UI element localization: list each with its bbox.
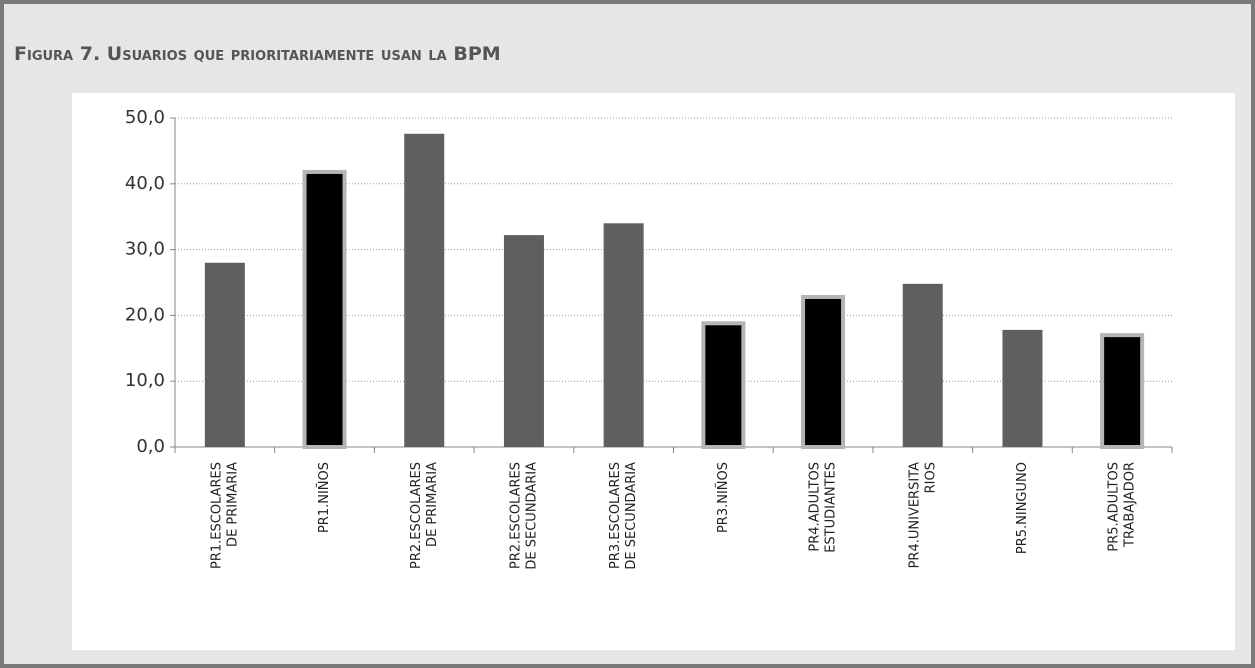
bar [701, 321, 746, 449]
x-tick-label: PR2.ESCOLARES [508, 462, 523, 569]
bar [404, 133, 445, 448]
y-tick-label: 50,0 [125, 107, 165, 128]
x-tick-label: PR2.ESCOLARES [409, 462, 424, 569]
y-tick-label: 30,0 [125, 239, 165, 260]
x-tick-label: PR3.NIÑOS [715, 462, 731, 533]
bar [801, 294, 846, 450]
x-tick-label: PR5.NINGUNO [1015, 462, 1030, 554]
y-tick-label: 10,0 [125, 370, 165, 391]
bar [1100, 333, 1145, 450]
chart-title: Figura 7. Usuarios que prioritariamente … [14, 43, 501, 65]
x-tick-label: DE PRIMARIA [425, 462, 440, 547]
bar [302, 169, 347, 449]
x-tick-label: PR5.ADULTOS [1107, 462, 1122, 552]
x-tick-label: DE PRIMARIA [225, 462, 240, 547]
bar [1002, 329, 1043, 447]
x-tick-label: TRABAJADOR [1123, 462, 1138, 548]
chart-area [72, 93, 1235, 650]
x-tick-label: DE SECUNDARIA [524, 462, 539, 570]
x-tick-label: ESTUDIANTES [824, 462, 839, 553]
x-tick-label: PR3.ESCOLARES [608, 462, 623, 569]
bar [503, 235, 544, 447]
bar [204, 262, 245, 447]
y-tick-label: 20,0 [125, 304, 165, 325]
x-tick-label: PR4.ADULTOS [808, 462, 823, 552]
y-tick-label: 40,0 [125, 173, 165, 194]
bar [902, 283, 943, 447]
x-tick-label: PR1.NIÑOS [316, 462, 332, 533]
y-tick-label: 0,0 [136, 436, 165, 457]
x-tick-label: RIOS [923, 462, 938, 493]
x-tick-label: DE SECUNDARIA [624, 462, 639, 570]
x-tick-label: PR4.UNIVERSITA [907, 462, 922, 569]
bar [603, 223, 644, 447]
x-tick-label: PR1.ESCOLARES [209, 462, 224, 569]
